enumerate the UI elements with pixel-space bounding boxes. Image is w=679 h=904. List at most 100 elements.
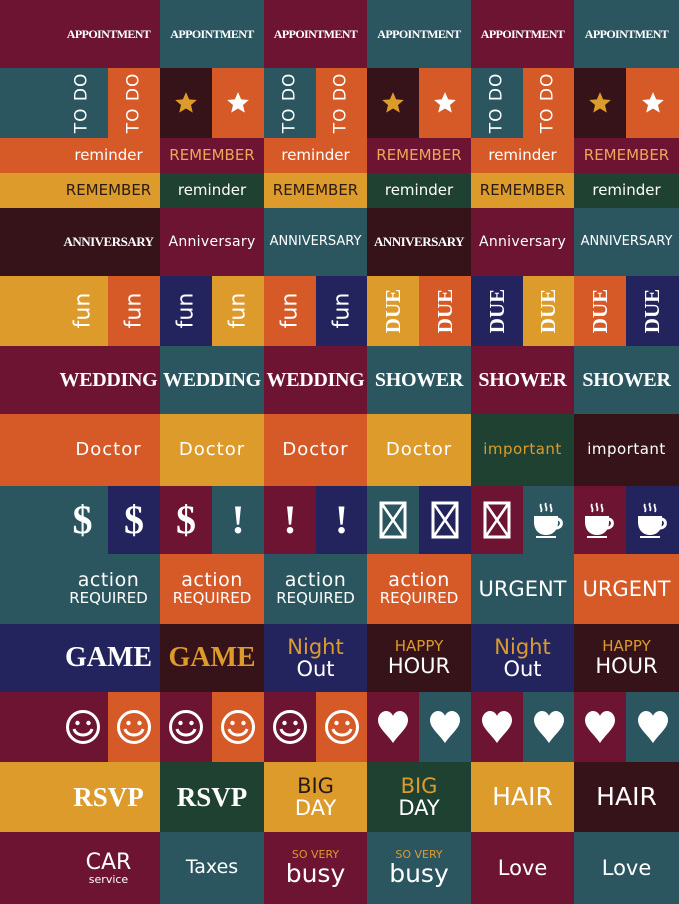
sticker-label: HOUR — [387, 653, 451, 678]
sticker-label: RSVP — [176, 781, 248, 812]
sticker: WEDDING — [160, 346, 264, 414]
sticker-label: WEDDING — [59, 368, 158, 391]
sticker: ! — [264, 486, 316, 554]
sticker-label: action — [181, 569, 243, 592]
sticker: $ — [108, 486, 160, 554]
sticker: ANNIVERSARY — [367, 208, 471, 276]
sticker: fun — [316, 276, 367, 346]
sticker-label: ANNIVERSARY — [580, 234, 673, 250]
coffee-icon — [532, 500, 566, 540]
sticker-row: GAME GAME Night Out HAPPY HOUR Night Out HAPPY HO… — [0, 624, 679, 692]
smiley-icon — [168, 709, 204, 745]
sticker — [523, 692, 574, 762]
sticker — [0, 692, 108, 762]
sticker: APPOINTMENT — [574, 0, 679, 68]
sticker-label: $ — [72, 497, 93, 542]
sticker-label: WEDDING — [163, 368, 261, 391]
sticker-label: Love — [497, 855, 548, 880]
sticker: RSVP — [160, 762, 264, 832]
sticker: Night Out — [264, 624, 367, 692]
sticker: fun — [160, 276, 212, 346]
sticker: ANNIVERSARY — [574, 208, 679, 276]
sticker: Love — [574, 832, 679, 904]
sticker: fun — [108, 276, 160, 346]
sticker: reminder — [264, 138, 367, 173]
sticker: REMEMBER — [264, 173, 367, 208]
sticker-label: REMEMBER — [583, 145, 670, 164]
sticker: TO DO — [0, 68, 108, 138]
smiley-icon — [65, 709, 101, 745]
sticker-label: Out — [296, 657, 335, 681]
sticker: APPOINTMENT — [160, 0, 264, 68]
sticker-label: ! — [334, 497, 349, 542]
sticker: APPOINTMENT — [264, 0, 367, 68]
sticker-label: action — [388, 569, 450, 592]
sticker: reminder — [160, 173, 264, 208]
smiley-icon — [272, 709, 308, 745]
sticker-label: SHOWER — [478, 368, 567, 391]
sticker — [574, 68, 626, 138]
star-icon — [432, 90, 458, 116]
sticker: HAIR — [471, 762, 574, 832]
heart-icon — [637, 710, 669, 744]
smiley-icon — [220, 709, 256, 745]
sticker: RSVP — [0, 762, 160, 832]
coffee-icon — [636, 500, 670, 540]
sticker: APPOINTMENT — [0, 0, 160, 68]
sticker-label: GAME — [64, 642, 153, 674]
sticker: ANNIVERSARY — [0, 208, 160, 276]
sticker: important — [574, 414, 679, 486]
sticker-row: WEDDING WEDDING WEDDING SHOWER SHOWER SHOWER — [0, 346, 679, 414]
sticker-row: ANNIVERSARY Anniversary ANNIVERSARY ANNIVER… — [0, 208, 679, 276]
sticker: GAME — [160, 624, 264, 692]
sticker: action REQUIRED — [367, 554, 471, 624]
sticker-row: fun fun fun fun fun fun DUE DUE DUE DUE DUE DUE — [0, 276, 679, 346]
heart-icon — [377, 710, 409, 744]
star-icon — [380, 90, 406, 116]
sticker-label: TO DO — [486, 72, 507, 134]
smiley-icon — [116, 709, 152, 745]
sticker: action REQUIRED — [160, 554, 264, 624]
sticker: BIG DAY — [264, 762, 367, 832]
sticker — [626, 692, 679, 762]
sticker-label: fun — [121, 293, 147, 329]
sticker: DUE — [574, 276, 626, 346]
sticker-label: REMEMBER — [169, 145, 255, 164]
sticker: HAPPY HOUR — [367, 624, 471, 692]
sticker: fun — [264, 276, 316, 346]
sticker — [523, 486, 574, 554]
sticker: $ — [160, 486, 212, 554]
sticker-label: APPOINTMENT — [273, 26, 358, 41]
sticker-label: BIG — [297, 773, 334, 798]
sticker-label: HAIR — [492, 781, 553, 811]
sticker: URGENT — [471, 554, 574, 624]
sticker-label: fun — [225, 293, 251, 329]
sticker — [212, 692, 264, 762]
sticker-row: reminder REMEMBER reminder REMEMBER reminder… — [0, 138, 679, 173]
sticker — [212, 68, 264, 138]
sticker-label: fun — [69, 293, 95, 329]
sticker-label: ANNIVERSARY — [63, 234, 154, 250]
sticker-label: reminder — [74, 145, 143, 164]
sticker: HAIR — [574, 762, 679, 832]
sticker-label: $ — [176, 497, 196, 542]
sticker: SHOWER — [471, 346, 574, 414]
sticker: SHOWER — [367, 346, 471, 414]
sticker-label: action — [284, 569, 347, 592]
sticker-label: reminder — [281, 145, 350, 164]
sticker-label: BIG — [400, 773, 438, 798]
sticker-label: reminder — [384, 180, 454, 199]
heart-icon — [429, 710, 461, 744]
sticker-row: action REQUIRED action REQUIRED action REQUIR… — [0, 554, 679, 624]
envelope-icon — [483, 501, 511, 539]
sticker-label: HOUR — [595, 653, 658, 678]
sticker-label: important — [587, 440, 666, 459]
sticker: important — [471, 414, 574, 486]
sticker: Taxes — [160, 832, 264, 904]
heart-icon — [481, 710, 513, 744]
sticker-row: TO DO TO DO TO DO TO DO TO DO TO DO — [0, 68, 679, 138]
sticker: SO VERY busy — [264, 832, 367, 904]
sticker-label: APPOINTMENT — [584, 26, 669, 41]
sticker: Doctor — [264, 414, 367, 486]
